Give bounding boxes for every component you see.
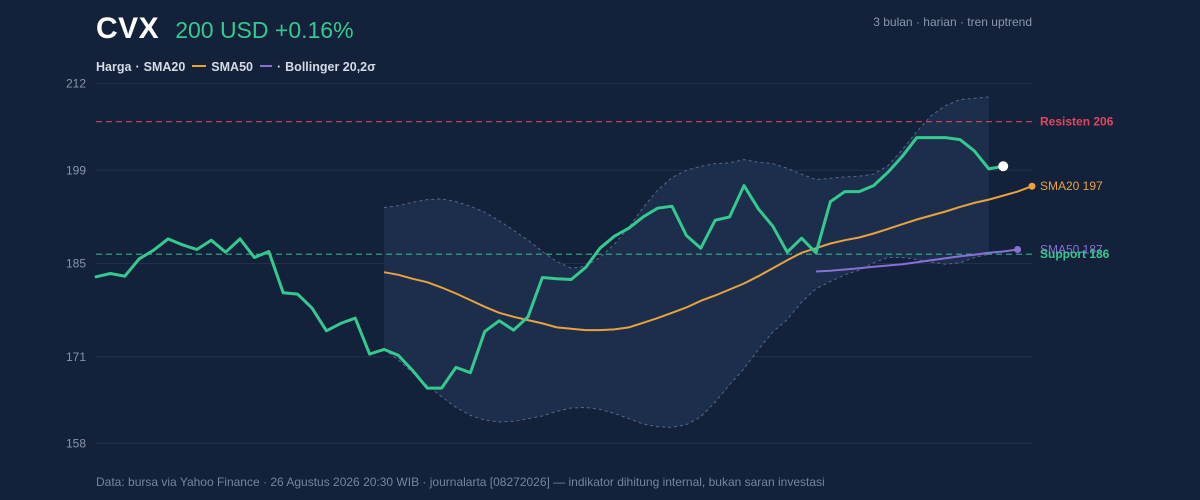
y-tick-label: 185 — [66, 257, 86, 271]
sma20-line — [383, 185, 1033, 332]
sma50-line — [815, 248, 1018, 273]
bollinger-lower-line — [383, 253, 989, 428]
legend-sma50-swatch — [259, 64, 272, 67]
legend-sma50: SMA50 — [211, 60, 253, 74]
legend-sma20: SMA20 — [143, 60, 186, 74]
sma50-end-point — [1014, 246, 1022, 254]
footer-source: Data: bursa via Yahoo Finance · 26 Agust… — [96, 475, 825, 489]
bollinger-band-fill — [384, 97, 989, 428]
legend-separator-2: · — [276, 60, 282, 74]
y-tick-label: 158 — [66, 436, 86, 450]
y-tick-label: 199 — [66, 163, 86, 177]
legend-sma20-swatch — [192, 64, 207, 67]
support-label: Support 186 — [1040, 247, 1110, 261]
sma50-end-label: SMA50 187 — [1040, 243, 1103, 257]
grid-lines: 158 171 185 199 212 — [66, 77, 1032, 450]
price-change-quote: 200 USD +0.16% — [175, 17, 354, 43]
bollinger-band — [383, 96, 989, 428]
sma20-end-point — [1028, 182, 1036, 190]
y-tick-label: 212 — [66, 77, 86, 91]
chart-meta: 3 bulan · harian · tren uptrend — [873, 15, 1032, 29]
bollinger-upper-line — [383, 96, 989, 269]
y-tick-label: 171 — [66, 350, 86, 364]
chart-legend: Harga · SMA20 SMA50 · Bollinger 20,2σ — [96, 60, 376, 74]
price-line — [94, 136, 1005, 390]
ticker-symbol: CVX — [96, 12, 160, 45]
legend-separator: · — [135, 60, 140, 74]
chart-series — [94, 136, 1036, 390]
sma20-end-label: SMA20 197 — [1040, 179, 1103, 193]
last-price-point — [998, 161, 1009, 172]
legend-bollinger: Bollinger 20,2σ — [285, 60, 376, 74]
resistance-label: Resisten 206 — [1040, 115, 1114, 129]
chart-header: CVX 200 USD +0.16% — [96, 12, 354, 46]
legend-price: Harga — [96, 60, 132, 74]
